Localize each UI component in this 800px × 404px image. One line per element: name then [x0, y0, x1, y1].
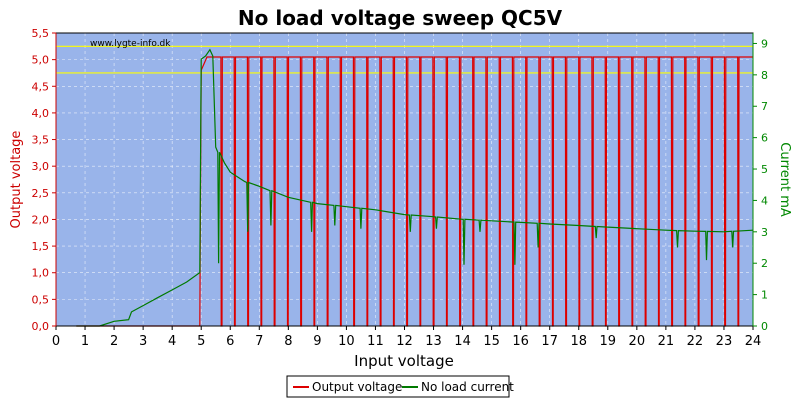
y-tick-label: 2,0: [32, 213, 50, 226]
x-tick-label: 22: [687, 334, 704, 349]
y2-tick-label: 5: [761, 163, 768, 176]
y2-tick-label: 6: [761, 132, 768, 145]
x-tick-label: 8: [284, 334, 292, 349]
chart-title: No load voltage sweep QC5V: [238, 6, 563, 30]
y-tick-label: 5,0: [32, 54, 50, 67]
y-tick-label: 1,0: [32, 267, 50, 280]
watermark: www.lygte-info.dk: [90, 39, 171, 49]
x-tick-label: 21: [658, 334, 675, 349]
y2-tick-label: 4: [761, 194, 768, 207]
y2-tick-label: 0: [761, 320, 768, 333]
y2-tick-label: 2: [761, 257, 768, 270]
x-axis-label: Input voltage: [354, 352, 454, 370]
x-tick-label: 16: [512, 334, 529, 349]
y2-tick-label: 9: [761, 37, 768, 50]
x-tick-label: 9: [313, 334, 321, 349]
x-tick-label: 18: [570, 334, 587, 349]
y-tick-label: 3,5: [32, 134, 50, 147]
x-tick-label: 17: [541, 334, 558, 349]
legend-label-current: No load current: [421, 380, 514, 394]
y2-tick-label: 7: [761, 100, 768, 113]
x-tick-label: 6: [226, 334, 234, 349]
x-tick-label: 11: [367, 334, 384, 349]
x-tick-label: 2: [110, 334, 118, 349]
x-tick-label: 14: [454, 334, 471, 349]
x-tick-label: 23: [716, 334, 733, 349]
legend-label-voltage: Output voltage: [312, 380, 402, 394]
y-axis-label: Output voltage: [9, 131, 24, 229]
series-no-load-current: [76, 48, 754, 327]
y-tick-label: 1,5: [32, 240, 50, 253]
y-tick-label: 4,5: [32, 80, 50, 93]
legend-box: [286, 375, 510, 398]
y-axis-right: 0 1 2 3 4 5 6 7 8 9: [752, 33, 768, 333]
y-tick-label: 4,0: [32, 107, 50, 120]
x-tick-label: 3: [139, 334, 147, 349]
x-tick-label: 15: [483, 334, 500, 349]
x-tick-label: 4: [168, 334, 176, 349]
x-tick-label: 13: [425, 334, 442, 349]
series-output-voltage: [76, 56, 753, 327]
y2-tick-label: 8: [761, 69, 768, 82]
y2-tick-label: 3: [761, 226, 768, 239]
series-layer: [76, 48, 754, 327]
y-tick-label: 5,5: [32, 27, 50, 40]
x-tick-label: 1: [81, 334, 89, 349]
y-axis-left: 0,0 0,5 1,0 1,5 2,0 2,5 3,0 3,5 4,0 4,5 5,0 5,5: [32, 27, 57, 333]
grid: [55, 32, 754, 327]
y2-tick-label: 1: [761, 289, 768, 302]
y-tick-label: 3,0: [32, 160, 50, 173]
x-tick-label: 12: [396, 334, 413, 349]
x-axis: 0 1 2 3 4 5 6 7 8 9 10 11 12 13 14 15 16 17 18 19 20 21 22 23 24: [52, 326, 761, 349]
limit-lines: [56, 45, 753, 74]
y-tick-label: 2,5: [32, 187, 50, 200]
x-tick-label: 24: [745, 334, 762, 349]
x-tick-label: 20: [629, 334, 646, 349]
legend: Output voltage No load current: [286, 375, 514, 398]
x-tick-label: 0: [52, 334, 60, 349]
y2-axis-label: Current mA: [777, 142, 792, 217]
x-tick-label: 5: [197, 334, 205, 349]
y-tick-label: 0,5: [32, 293, 50, 306]
x-tick-label: 7: [255, 334, 263, 349]
y-tick-label: 0,0: [32, 320, 50, 333]
x-tick-label: 10: [338, 334, 355, 349]
x-tick-label: 19: [600, 334, 617, 349]
